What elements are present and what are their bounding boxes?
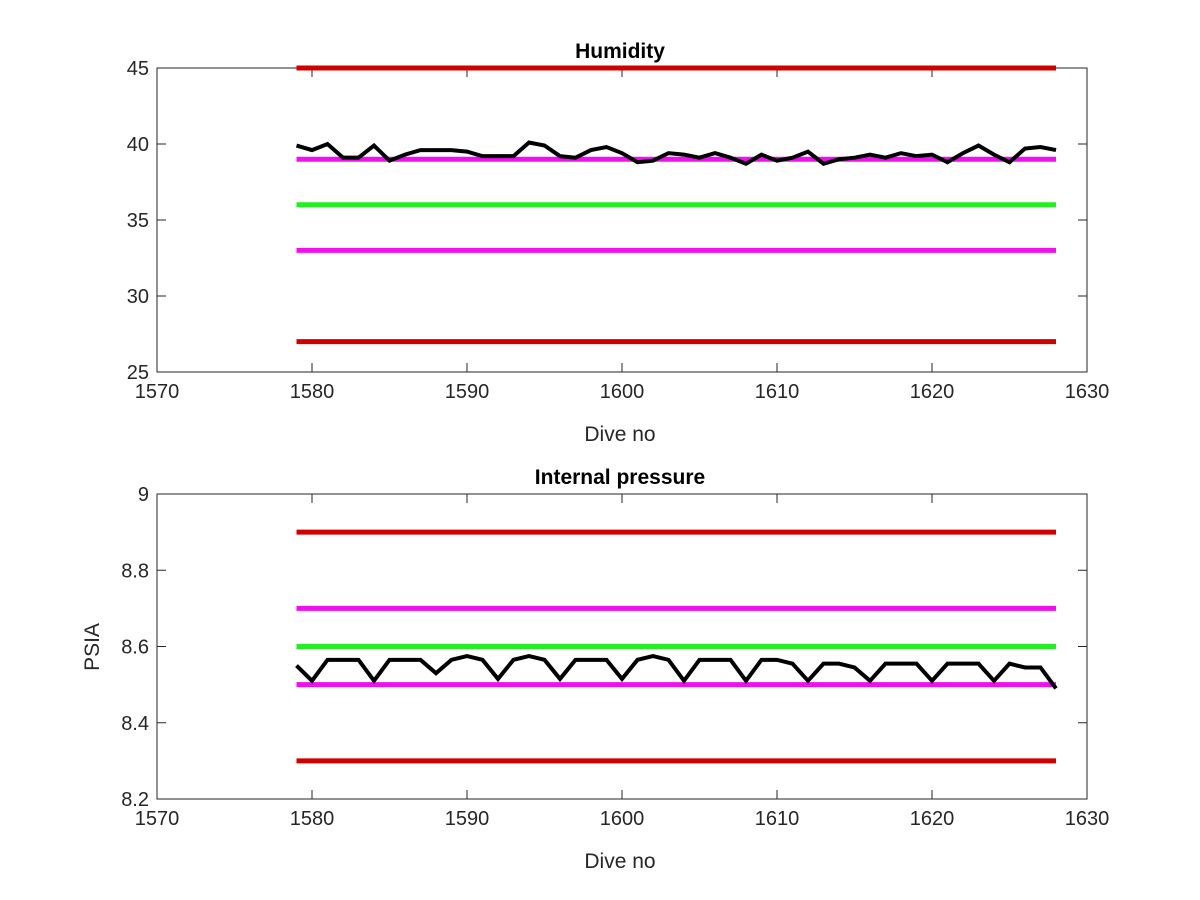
humidity-threshold-lines bbox=[296, 65, 1056, 345]
pressure-x-tick-label: 1630 bbox=[1065, 808, 1110, 830]
pressure-y-tick-label: 8.8 bbox=[121, 560, 149, 582]
pressure-x-tick-label: 1620 bbox=[910, 808, 955, 830]
humidity-title: Humidity bbox=[575, 40, 665, 63]
pressure-x-axis-label: Dive no bbox=[584, 850, 655, 873]
pressure-ticks bbox=[156, 493, 1088, 800]
pressure-panel: 1570 1580 1590 1600 1610 1620 1630 8.2 8.4 8.6 8.8… bbox=[81, 466, 1109, 873]
pressure-series bbox=[295, 653, 1058, 690]
humidity-y-tick-label: 45 bbox=[127, 58, 149, 80]
pressure-y-tick-label: 8.6 bbox=[121, 637, 149, 659]
humidity-x-tick-label: 1590 bbox=[445, 381, 490, 403]
pressure-x-tick-label: 1600 bbox=[600, 808, 645, 830]
pressure-x-tick-label: 1570 bbox=[135, 808, 180, 830]
pressure-tick-labels: 1570 1580 1590 1600 1610 1620 1630 8.2 8.4 8.6 8.8… bbox=[121, 484, 1109, 830]
humidity-y-tick-label: 40 bbox=[127, 134, 149, 156]
humidity-series bbox=[295, 140, 1057, 166]
humidity-plot-area bbox=[156, 67, 1088, 373]
humidity-data-line bbox=[295, 140, 1057, 166]
pressure-y-tick-label: 9 bbox=[138, 484, 149, 506]
humidity-panel: 1570 1580 1590 1600 1610 1620 1630 25 30 35 40 45 H… bbox=[127, 40, 1110, 446]
humidity-x-tick-label: 1610 bbox=[755, 381, 800, 403]
pressure-threshold-lines bbox=[296, 529, 1056, 764]
pressure-title: Internal pressure bbox=[535, 466, 705, 489]
pressure-x-tick-label: 1590 bbox=[445, 808, 490, 830]
humidity-x-tick-label: 1620 bbox=[910, 381, 955, 403]
humidity-x-tick-label: 1600 bbox=[600, 381, 645, 403]
humidity-y-tick-label: 35 bbox=[127, 210, 149, 232]
pressure-y-tick-label: 8.2 bbox=[121, 789, 149, 811]
humidity-x-tick-label: 1580 bbox=[290, 381, 335, 403]
humidity-x-tick-label: 1630 bbox=[1065, 381, 1110, 403]
pressure-y-tick-label: 8.4 bbox=[121, 713, 149, 735]
pressure-x-tick-label: 1610 bbox=[755, 808, 800, 830]
pressure-y-axis-label: PSIA bbox=[81, 623, 104, 671]
humidity-tick-labels: 1570 1580 1590 1600 1610 1620 1630 25 30 35 40 45 bbox=[127, 58, 1110, 403]
pressure-x-tick-label: 1580 bbox=[290, 808, 335, 830]
humidity-y-tick-label: 30 bbox=[127, 286, 149, 308]
humidity-x-tick-label: 1570 bbox=[135, 381, 180, 403]
pressure-data-line bbox=[295, 653, 1058, 690]
humidity-y-tick-label: 25 bbox=[127, 362, 149, 384]
humidity-x-axis-label: Dive no bbox=[584, 423, 655, 446]
